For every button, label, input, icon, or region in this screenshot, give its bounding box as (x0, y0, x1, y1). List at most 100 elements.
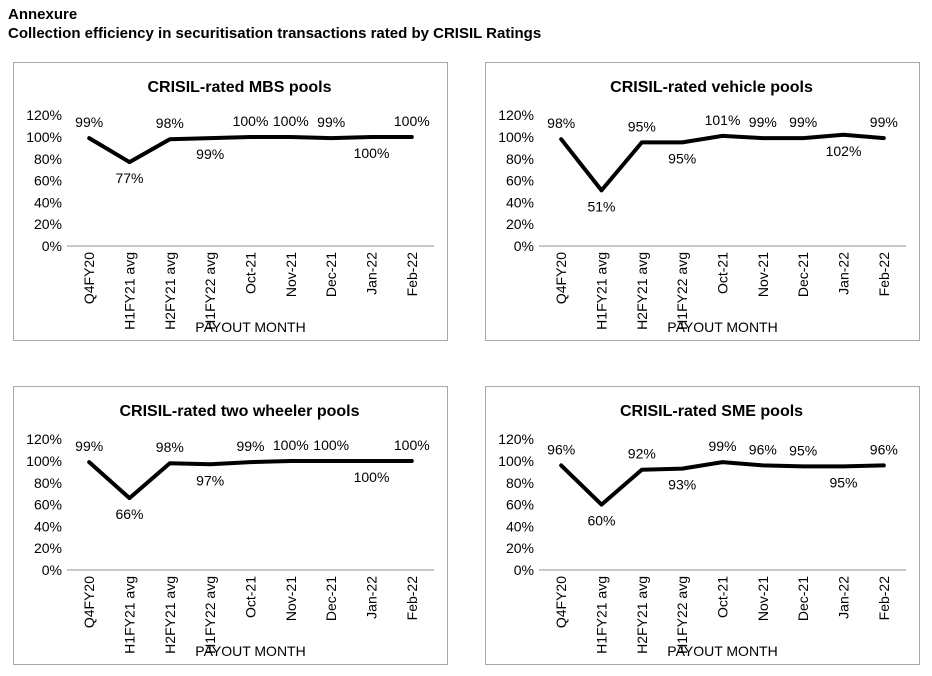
x-axis-title: PAYOUT MONTH (195, 643, 305, 659)
document-header: Annexure Collection efficiency in securi… (8, 5, 541, 43)
y-tick-label: 0% (514, 562, 534, 578)
x-tick-label: Oct-21 (243, 252, 259, 294)
data-label: 100% (233, 113, 269, 129)
y-tick-label: 60% (506, 497, 534, 513)
series-line (559, 132, 886, 193)
sme-pools-line-chart: 120% 100% 80% 60% 40% 20% 0% Q4FY20 H1FY21 avg H2… (498, 431, 906, 659)
series-line (559, 460, 886, 507)
y-tick-label: 120% (498, 107, 534, 123)
data-label: 66% (115, 506, 143, 522)
y-tick-label: 40% (34, 194, 62, 210)
data-label: 97% (196, 472, 224, 488)
data-label: 98% (547, 115, 575, 131)
data-label: 99% (196, 146, 224, 162)
data-label: 96% (870, 441, 898, 457)
data-label: 99% (789, 114, 817, 130)
data-label: 100% (354, 145, 390, 161)
chart-title-mbs-pools: CRISIL-rated MBS pools (147, 79, 332, 96)
x-tick-label: H2FY21 avg (634, 252, 650, 330)
data-label: 100% (273, 437, 309, 453)
x-tick-label: H1FY21 avg (122, 252, 138, 330)
y-tick-label: 60% (506, 173, 534, 189)
x-tick-label: H1FY22 avg (202, 576, 218, 654)
x-tick-label: Jan-22 (836, 576, 852, 619)
series-line (87, 459, 414, 501)
data-label: 99% (708, 438, 736, 454)
y-tick-label: 20% (506, 540, 534, 556)
x-tick-label: H1FY21 avg (122, 576, 138, 654)
x-tick-label: Jan-22 (364, 576, 380, 619)
data-label: 100% (394, 113, 430, 129)
x-tick-label: H1FY22 avg (674, 576, 690, 654)
chart-panel-mbs-pools: CRISIL-rated MBS pools 120% 100% 80% 60% 40%… (13, 62, 448, 341)
chart-title-vehicle-pools: CRISIL-rated vehicle pools (610, 79, 813, 96)
chart-title-two-wheeler-pools: CRISIL-rated two wheeler pools (119, 403, 360, 420)
data-label: 93% (668, 477, 696, 493)
y-tick-label: 100% (26, 129, 62, 145)
two-wheeler-pools-line-chart: 120% 100% 80% 60% 40% 20% 0% Q4FY20 H1FY21 avg H2… (26, 431, 434, 659)
y-tick-label: 40% (506, 194, 534, 210)
x-tick-label: Nov-21 (283, 252, 299, 297)
x-tick-label: Feb-22 (404, 252, 420, 297)
vehicle-pools-line-chart: 120% 100% 80% 60% 40% 20% 0% Q4FY20 H1FY21 avg H2… (498, 107, 906, 335)
data-label: 100% (394, 437, 430, 453)
x-tick-label: Oct-21 (243, 576, 259, 618)
data-label: 95% (829, 474, 857, 490)
x-tick-label: Nov-21 (755, 252, 771, 297)
x-axis-title: PAYOUT MONTH (667, 643, 777, 659)
y-tick-label: 40% (506, 518, 534, 534)
x-tick-label: Q4FY20 (553, 252, 569, 304)
y-tick-label: 100% (498, 453, 534, 469)
x-tick-label: Nov-21 (283, 576, 299, 621)
y-tick-label: 60% (34, 497, 62, 513)
y-tick-label: 20% (34, 216, 62, 232)
y-tick-label: 60% (34, 173, 62, 189)
y-tick-label: 20% (34, 540, 62, 556)
data-label: 100% (354, 469, 390, 485)
x-tick-label: Q4FY20 (81, 576, 97, 628)
x-tick-label: Dec-21 (795, 576, 811, 621)
data-label: 102% (826, 143, 862, 159)
x-tick-label: H2FY21 avg (162, 576, 178, 654)
data-label: 99% (317, 114, 345, 130)
data-label: 101% (705, 112, 741, 128)
y-tick-label: 0% (42, 562, 62, 578)
x-tick-label: H1FY22 avg (674, 252, 690, 330)
data-label: 98% (156, 439, 184, 455)
data-label: 99% (749, 114, 777, 130)
y-tick-label: 0% (514, 238, 534, 254)
x-tick-label: Oct-21 (715, 252, 731, 294)
x-tick-label: Oct-21 (715, 576, 731, 618)
chart-panel-vehicle-pools: CRISIL-rated vehicle pools 120% 100% 80% 60… (485, 62, 920, 341)
y-tick-label: 80% (506, 151, 534, 167)
y-tick-label: 80% (34, 475, 62, 491)
x-tick-label: Feb-22 (876, 576, 892, 621)
y-tick-label: 120% (26, 107, 62, 123)
x-tick-label: Q4FY20 (553, 576, 569, 628)
data-label: 60% (587, 513, 615, 529)
x-tick-label: Dec-21 (323, 576, 339, 621)
series-line (87, 135, 414, 165)
y-tick-label: 100% (498, 129, 534, 145)
x-tick-label: H2FY21 avg (162, 252, 178, 330)
y-tick-label: 80% (506, 475, 534, 491)
x-tick-label: H1FY22 avg (202, 252, 218, 330)
document-subtitle: Collection efficiency in securitisation … (8, 25, 542, 42)
data-label: 100% (313, 437, 349, 453)
x-axis-title: PAYOUT MONTH (667, 319, 777, 335)
annexure-heading: Annexure (8, 6, 78, 23)
x-tick-label: Jan-22 (364, 252, 380, 295)
x-tick-label: Dec-21 (323, 252, 339, 297)
chart-panel-two-wheeler-pools: CRISIL-rated two wheeler pools 120% 100% 8… (13, 386, 448, 665)
x-tick-label: Q4FY20 (81, 252, 97, 304)
y-tick-label: 80% (34, 151, 62, 167)
data-label: 95% (628, 118, 656, 134)
x-tick-label: H2FY21 avg (634, 576, 650, 654)
y-tick-label: 20% (506, 216, 534, 232)
data-label: 96% (749, 441, 777, 457)
chart-title-sme-pools: CRISIL-rated SME pools (619, 403, 804, 420)
x-axis-title: PAYOUT MONTH (195, 319, 305, 335)
x-tick-label: Feb-22 (404, 576, 420, 621)
data-label: 99% (236, 438, 264, 454)
data-label: 99% (75, 438, 103, 454)
